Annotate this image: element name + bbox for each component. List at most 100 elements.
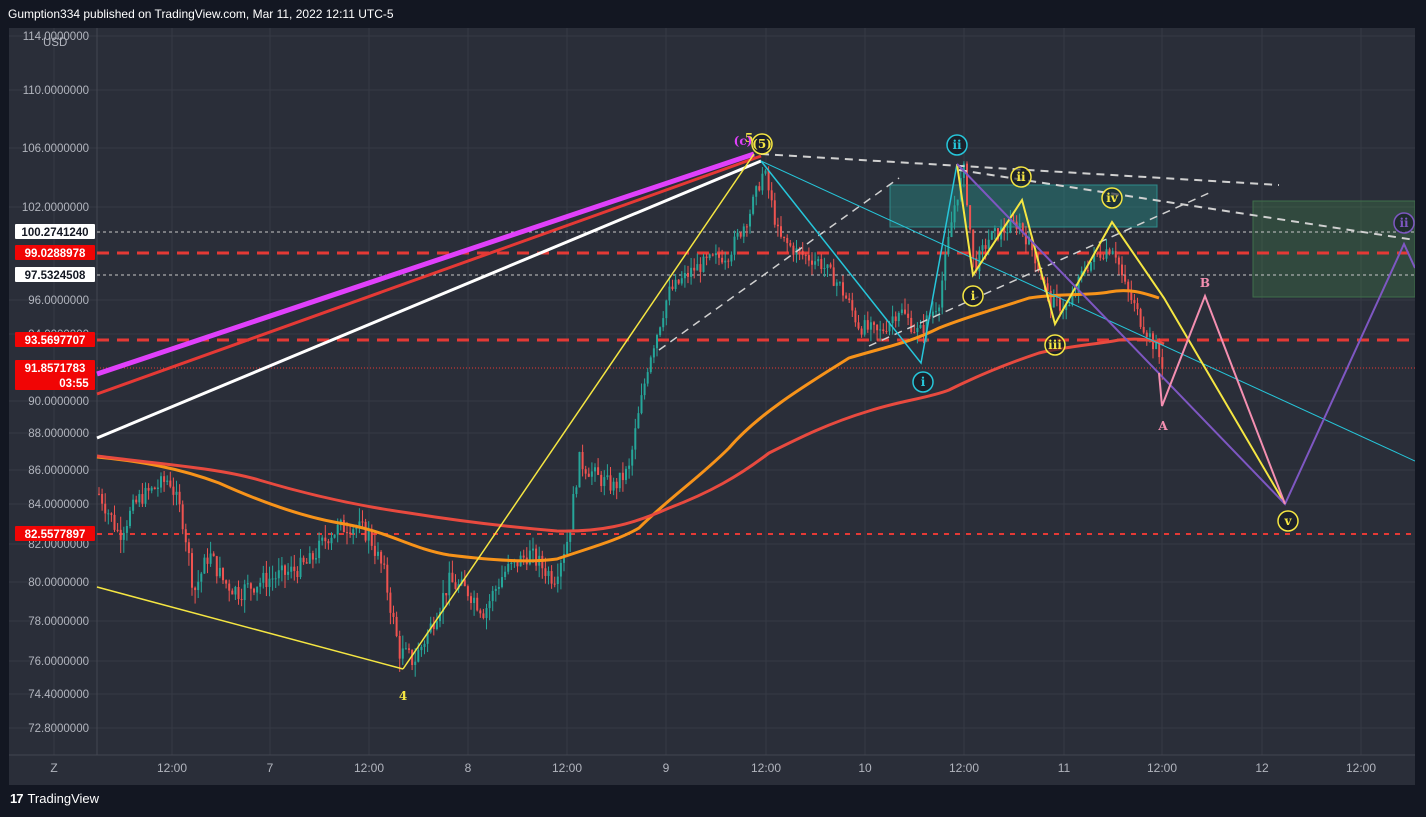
candle-body bbox=[1031, 236, 1034, 251]
candle-body bbox=[398, 635, 401, 659]
candle-body bbox=[494, 588, 497, 591]
candle-body bbox=[1012, 220, 1015, 222]
candle-body bbox=[894, 316, 897, 322]
candle-body bbox=[718, 253, 720, 258]
brand-text: TradingView bbox=[27, 791, 100, 806]
candle-body bbox=[389, 592, 392, 613]
candle-body bbox=[197, 581, 200, 591]
price-badge-bg bbox=[15, 526, 95, 541]
candle-body bbox=[1124, 275, 1127, 282]
y-tick-label: 80.0000000 bbox=[28, 577, 89, 589]
candle-body bbox=[169, 480, 172, 487]
candle-body bbox=[851, 300, 854, 311]
price-badge-label: 82.5577897 bbox=[25, 529, 86, 541]
candle-body bbox=[423, 643, 426, 647]
candle-body bbox=[1037, 263, 1040, 271]
candle-body bbox=[163, 476, 166, 482]
x-tick-label: 12:00 bbox=[751, 761, 781, 775]
candle-body bbox=[113, 514, 116, 530]
wave-label-circle bbox=[1393, 212, 1415, 234]
candle-body bbox=[147, 487, 150, 491]
candle-body bbox=[1024, 232, 1027, 245]
candle-body bbox=[891, 316, 894, 324]
candle-body bbox=[767, 170, 770, 191]
candle-body bbox=[265, 572, 268, 587]
candle-body bbox=[597, 467, 600, 475]
candle-body bbox=[187, 542, 190, 554]
brand[interactable]: 17 TradingView bbox=[10, 791, 99, 806]
candle-body bbox=[1099, 253, 1102, 258]
candle-body bbox=[773, 200, 776, 225]
candle-body bbox=[435, 621, 438, 629]
candle-body bbox=[835, 282, 838, 286]
candle-body bbox=[885, 331, 888, 333]
candle-body bbox=[510, 562, 513, 564]
candle-body bbox=[612, 481, 615, 491]
candle-body bbox=[987, 239, 990, 249]
candle-body bbox=[758, 186, 761, 191]
candle-body bbox=[274, 578, 277, 580]
candle-body bbox=[749, 213, 751, 227]
candle-body bbox=[922, 325, 925, 333]
candle-body bbox=[271, 578, 274, 580]
x-tick-label: 12:00 bbox=[552, 761, 582, 775]
candle-body bbox=[569, 531, 572, 542]
candle-body bbox=[231, 590, 234, 595]
candle-body bbox=[755, 186, 758, 197]
candle-body bbox=[941, 280, 944, 308]
candle-body bbox=[652, 348, 655, 358]
candle-body bbox=[253, 588, 255, 593]
wave-label: iii bbox=[1048, 338, 1062, 352]
candle-body bbox=[104, 503, 107, 514]
candle-body bbox=[702, 256, 705, 272]
candle-body bbox=[705, 256, 708, 259]
candle-body bbox=[160, 476, 162, 488]
candle-body bbox=[336, 524, 339, 535]
candle-body bbox=[789, 243, 792, 246]
price-badge-label: 93.5697707 bbox=[25, 335, 86, 347]
candle-body bbox=[408, 648, 410, 650]
y-axis: 114.0000000 110.0000000 106.0000000 102.000… bbox=[22, 31, 89, 735]
candle-body bbox=[535, 548, 538, 566]
candle-body bbox=[262, 572, 265, 583]
candle-body bbox=[832, 267, 835, 286]
candle-body bbox=[311, 553, 314, 560]
candle-body bbox=[711, 254, 714, 256]
candle-body bbox=[172, 486, 175, 495]
grid bbox=[9, 28, 1415, 785]
candle-body bbox=[649, 357, 652, 373]
candle-body bbox=[721, 257, 724, 263]
ma-fast-line bbox=[96, 289, 1160, 563]
candle-body bbox=[829, 264, 832, 268]
x-tick-label: 7 bbox=[267, 761, 274, 775]
candle-body bbox=[1071, 294, 1074, 305]
candle-body bbox=[680, 278, 683, 284]
y-tick-label: 84.0000000 bbox=[28, 499, 89, 511]
candle-body bbox=[1068, 304, 1071, 306]
chart-panel[interactable]: 5 (5) (c) 4 ii i ii i iii iv v ii A B Z 12:00 7 12:00 8 12… bbox=[9, 28, 1415, 785]
wave-label-circle bbox=[946, 134, 968, 156]
candle-body bbox=[736, 232, 739, 237]
candle-body bbox=[1046, 283, 1049, 291]
candle-body bbox=[417, 650, 420, 662]
candle-body bbox=[693, 267, 696, 271]
publisher-text: Gumption334 published on TradingView.com… bbox=[8, 7, 394, 21]
candle-body bbox=[993, 228, 996, 232]
candle-body bbox=[1158, 342, 1161, 358]
candle-body bbox=[869, 322, 872, 330]
candle-body bbox=[910, 317, 913, 333]
candle-body bbox=[426, 632, 429, 644]
candle-body bbox=[687, 272, 689, 277]
candle-body bbox=[302, 557, 305, 563]
candle-body bbox=[476, 597, 479, 611]
wave-label: (5) bbox=[752, 137, 772, 151]
candle-body bbox=[451, 572, 454, 583]
candle-body bbox=[1105, 249, 1108, 259]
candle-body bbox=[866, 320, 869, 330]
candle-body bbox=[783, 236, 786, 239]
candle-body bbox=[225, 580, 228, 584]
candle-body bbox=[342, 520, 345, 533]
wave-label: i bbox=[921, 375, 926, 389]
x-tick-label: 12:00 bbox=[1147, 761, 1177, 775]
